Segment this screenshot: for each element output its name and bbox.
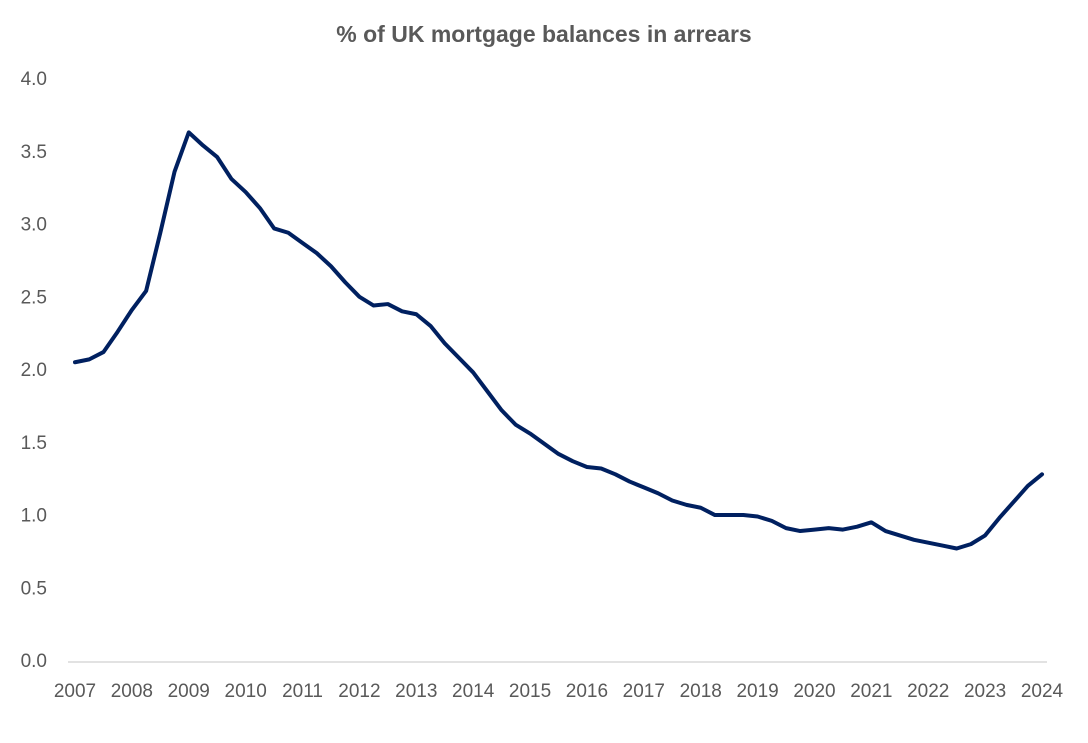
x-tick-label: 2009 bbox=[168, 681, 210, 702]
y-tick-label: 1.5 bbox=[21, 433, 47, 454]
x-tick-label: 2019 bbox=[736, 681, 778, 702]
y-tick-label: 2.5 bbox=[21, 287, 47, 308]
y-tick-label: 3.5 bbox=[21, 142, 47, 163]
x-tick-label: 2021 bbox=[850, 681, 892, 702]
x-tick-label: 2011 bbox=[282, 681, 323, 702]
x-tick-label: 2020 bbox=[793, 681, 835, 702]
y-tick-label: 0.0 bbox=[21, 651, 47, 672]
x-tick-label: 2016 bbox=[566, 681, 608, 702]
x-tick-label: 2023 bbox=[964, 681, 1006, 702]
data-line bbox=[73, 130, 1044, 551]
x-tick-label: 2007 bbox=[54, 681, 96, 702]
y-tick-label: 3.0 bbox=[21, 215, 47, 236]
x-tick-label: 2008 bbox=[111, 681, 153, 702]
x-tick-label: 2014 bbox=[452, 681, 495, 702]
y-tick-label: 4.0 bbox=[21, 69, 47, 90]
x-tick-label: 2017 bbox=[623, 681, 665, 702]
x-tick-label: 2013 bbox=[395, 681, 437, 702]
y-tick-label: 0.5 bbox=[21, 578, 47, 599]
y-tick-label: 2.0 bbox=[21, 360, 47, 381]
x-tick-label: 2018 bbox=[680, 681, 722, 702]
x-tick-label: 2015 bbox=[509, 681, 551, 702]
x-tick-label: 2010 bbox=[225, 681, 267, 702]
x-tick-label: 2012 bbox=[338, 681, 380, 702]
chart-title: % of UK mortgage balances in arrears bbox=[336, 21, 751, 47]
x-tick-label: 2022 bbox=[907, 681, 949, 702]
x-tick-label: 2024 bbox=[1021, 681, 1064, 702]
y-tick-label: 1.0 bbox=[21, 506, 47, 527]
